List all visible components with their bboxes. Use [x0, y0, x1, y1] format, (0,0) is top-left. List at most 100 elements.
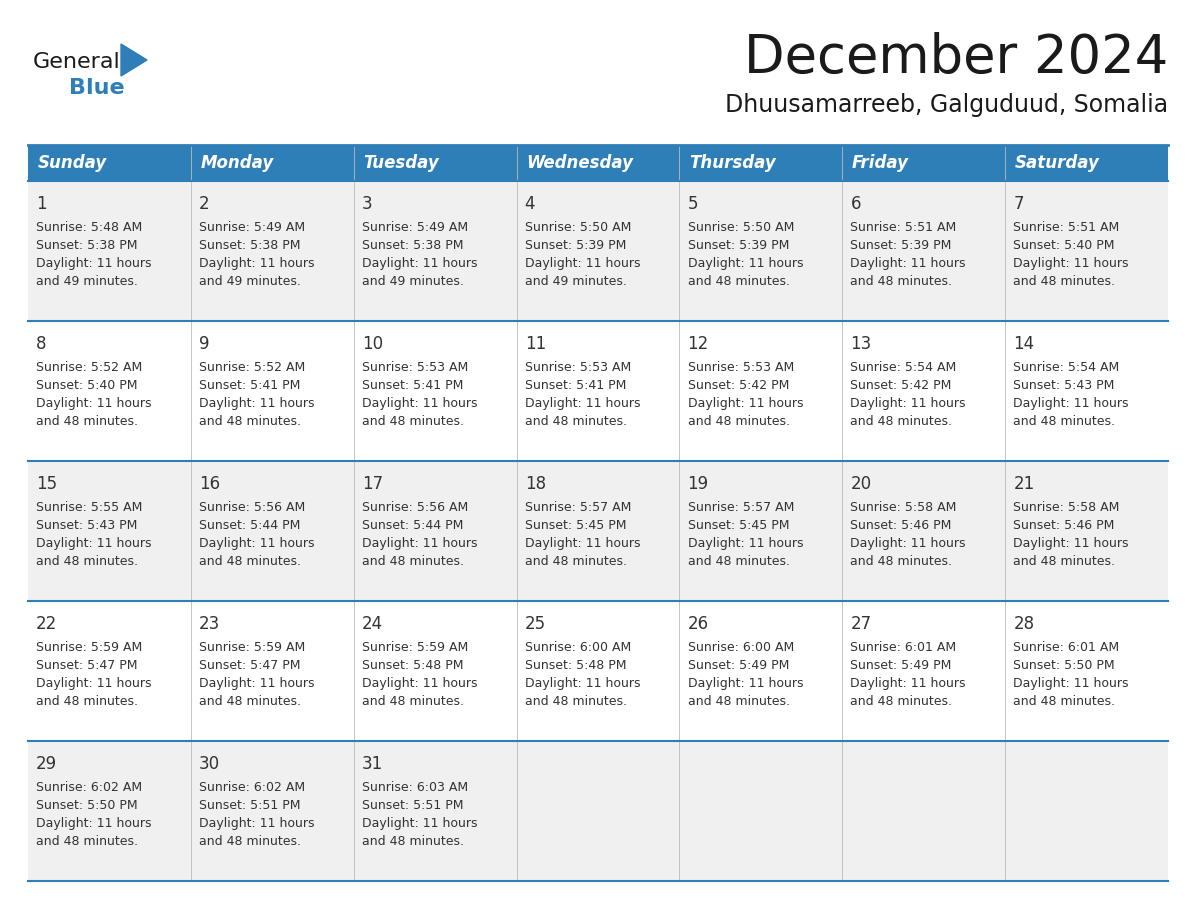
Text: 10: 10 [362, 335, 383, 353]
Text: and 49 minutes.: and 49 minutes. [200, 275, 301, 288]
Text: Sunset: 5:42 PM: Sunset: 5:42 PM [851, 379, 952, 392]
Text: and 48 minutes.: and 48 minutes. [525, 695, 627, 708]
Text: and 48 minutes.: and 48 minutes. [36, 835, 138, 848]
Bar [29, 321, 1168, 461]
Text: Sunset: 5:50 PM: Sunset: 5:50 PM [1013, 659, 1114, 672]
Text: Daylight: 11 hours: Daylight: 11 hours [1013, 257, 1129, 270]
Text: Daylight: 11 hours: Daylight: 11 hours [362, 537, 478, 550]
Text: 29: 29 [36, 755, 57, 773]
Text: 12: 12 [688, 335, 709, 353]
Text: Sunrise: 5:53 AM: Sunrise: 5:53 AM [525, 361, 631, 374]
Text: 9: 9 [200, 335, 209, 353]
Text: and 48 minutes.: and 48 minutes. [1013, 555, 1116, 568]
Text: Daylight: 11 hours: Daylight: 11 hours [1013, 537, 1129, 550]
Bar [1005, 145, 1168, 181]
Text: Sunrise: 5:48 AM: Sunrise: 5:48 AM [36, 221, 143, 234]
Text: Sunset: 5:41 PM: Sunset: 5:41 PM [525, 379, 626, 392]
Text: December 2024: December 2024 [744, 32, 1168, 84]
Text: and 48 minutes.: and 48 minutes. [36, 555, 138, 568]
Text: Daylight: 11 hours: Daylight: 11 hours [362, 677, 478, 690]
Text: Sunrise: 6:00 AM: Sunrise: 6:00 AM [688, 641, 794, 654]
Text: 8: 8 [36, 335, 46, 353]
Text: Sunset: 5:39 PM: Sunset: 5:39 PM [688, 239, 789, 252]
Text: Sunrise: 5:55 AM: Sunrise: 5:55 AM [36, 501, 143, 514]
Text: Sunset: 5:50 PM: Sunset: 5:50 PM [36, 799, 138, 812]
Text: Sunset: 5:38 PM: Sunset: 5:38 PM [36, 239, 138, 252]
Bar [29, 461, 1168, 601]
Text: Sunset: 5:42 PM: Sunset: 5:42 PM [688, 379, 789, 392]
Bar [354, 145, 517, 181]
Text: and 48 minutes.: and 48 minutes. [688, 275, 790, 288]
Text: 15: 15 [36, 475, 57, 493]
Text: Sunrise: 6:00 AM: Sunrise: 6:00 AM [525, 641, 631, 654]
Text: Daylight: 11 hours: Daylight: 11 hours [36, 397, 152, 410]
Text: Sunset: 5:46 PM: Sunset: 5:46 PM [851, 519, 952, 532]
Text: and 48 minutes.: and 48 minutes. [688, 695, 790, 708]
Text: Sunrise: 6:02 AM: Sunrise: 6:02 AM [200, 781, 305, 794]
Text: Sunset: 5:41 PM: Sunset: 5:41 PM [200, 379, 301, 392]
Text: 25: 25 [525, 615, 545, 633]
Text: 16: 16 [200, 475, 220, 493]
Text: and 48 minutes.: and 48 minutes. [688, 415, 790, 428]
Text: 27: 27 [851, 615, 872, 633]
Text: Sunset: 5:45 PM: Sunset: 5:45 PM [525, 519, 626, 532]
Text: Sunset: 5:38 PM: Sunset: 5:38 PM [362, 239, 463, 252]
Text: 31: 31 [362, 755, 383, 773]
Text: Sunrise: 5:58 AM: Sunrise: 5:58 AM [1013, 501, 1119, 514]
Text: Sunset: 5:38 PM: Sunset: 5:38 PM [200, 239, 301, 252]
Text: and 48 minutes.: and 48 minutes. [851, 695, 953, 708]
Text: Daylight: 11 hours: Daylight: 11 hours [851, 677, 966, 690]
Polygon shape [121, 44, 147, 76]
Text: Sunrise: 5:52 AM: Sunrise: 5:52 AM [36, 361, 143, 374]
Text: and 49 minutes.: and 49 minutes. [525, 275, 626, 288]
Text: Sunset: 5:43 PM: Sunset: 5:43 PM [36, 519, 138, 532]
Text: Sunrise: 6:02 AM: Sunrise: 6:02 AM [36, 781, 143, 794]
Text: Daylight: 11 hours: Daylight: 11 hours [36, 257, 152, 270]
Text: Daylight: 11 hours: Daylight: 11 hours [1013, 397, 1129, 410]
Text: Sunset: 5:47 PM: Sunset: 5:47 PM [200, 659, 301, 672]
Text: Daylight: 11 hours: Daylight: 11 hours [525, 537, 640, 550]
Text: 4: 4 [525, 195, 536, 213]
Text: 24: 24 [362, 615, 383, 633]
Text: Daylight: 11 hours: Daylight: 11 hours [851, 397, 966, 410]
Text: 6: 6 [851, 195, 861, 213]
Text: Sunset: 5:40 PM: Sunset: 5:40 PM [1013, 239, 1114, 252]
Text: 21: 21 [1013, 475, 1035, 493]
Text: Daylight: 11 hours: Daylight: 11 hours [851, 257, 966, 270]
Bar [842, 145, 1005, 181]
Text: 3: 3 [362, 195, 373, 213]
Text: 18: 18 [525, 475, 545, 493]
Text: 23: 23 [200, 615, 220, 633]
Text: Sunrise: 5:52 AM: Sunrise: 5:52 AM [200, 361, 305, 374]
Text: and 48 minutes.: and 48 minutes. [851, 275, 953, 288]
Text: and 49 minutes.: and 49 minutes. [36, 275, 138, 288]
Text: 26: 26 [688, 615, 709, 633]
Text: and 48 minutes.: and 48 minutes. [525, 415, 627, 428]
Text: Wednesday: Wednesday [526, 154, 633, 172]
Text: 22: 22 [36, 615, 57, 633]
Text: and 49 minutes.: and 49 minutes. [362, 275, 463, 288]
Text: and 48 minutes.: and 48 minutes. [362, 415, 463, 428]
Text: and 48 minutes.: and 48 minutes. [1013, 695, 1116, 708]
Text: 2: 2 [200, 195, 209, 213]
Text: Daylight: 11 hours: Daylight: 11 hours [688, 397, 803, 410]
Text: Daylight: 11 hours: Daylight: 11 hours [362, 397, 478, 410]
Text: Sunrise: 5:53 AM: Sunrise: 5:53 AM [688, 361, 794, 374]
Text: and 48 minutes.: and 48 minutes. [525, 555, 627, 568]
Text: and 48 minutes.: and 48 minutes. [200, 695, 301, 708]
Text: Blue: Blue [69, 78, 125, 98]
Text: Daylight: 11 hours: Daylight: 11 hours [688, 537, 803, 550]
Text: Daylight: 11 hours: Daylight: 11 hours [688, 257, 803, 270]
Text: Sunrise: 5:49 AM: Sunrise: 5:49 AM [200, 221, 305, 234]
Text: Daylight: 11 hours: Daylight: 11 hours [200, 677, 315, 690]
Bar [29, 601, 1168, 741]
Text: 28: 28 [1013, 615, 1035, 633]
Text: 19: 19 [688, 475, 709, 493]
Text: Sunset: 5:49 PM: Sunset: 5:49 PM [688, 659, 789, 672]
Text: Daylight: 11 hours: Daylight: 11 hours [851, 537, 966, 550]
Text: 17: 17 [362, 475, 383, 493]
Text: Sunset: 5:41 PM: Sunset: 5:41 PM [362, 379, 463, 392]
Text: Daylight: 11 hours: Daylight: 11 hours [200, 817, 315, 830]
Text: Sunset: 5:46 PM: Sunset: 5:46 PM [1013, 519, 1114, 532]
Text: Friday: Friday [852, 154, 909, 172]
